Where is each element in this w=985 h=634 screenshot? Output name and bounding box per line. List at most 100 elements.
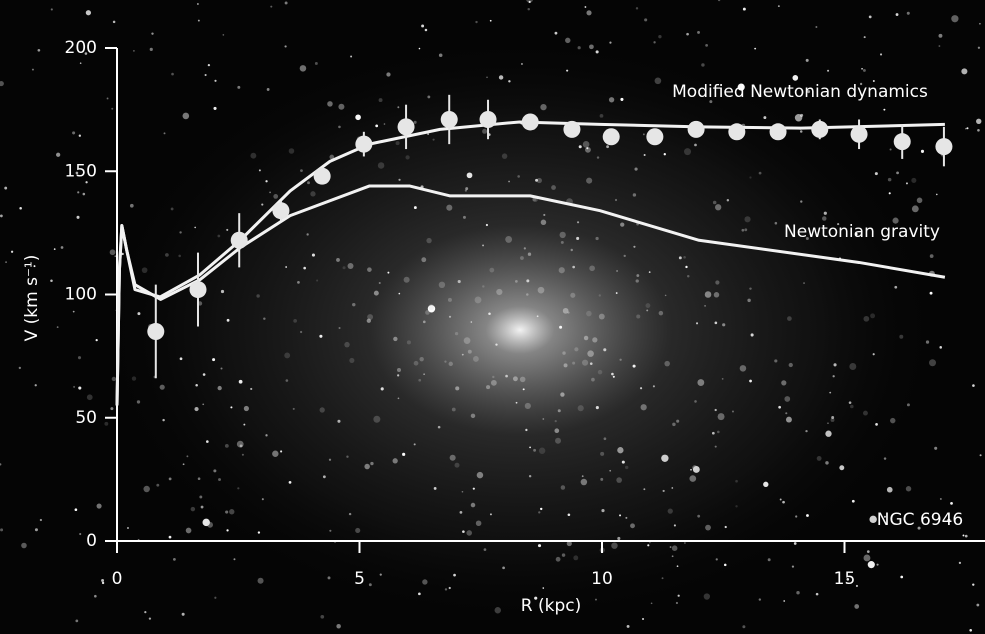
hii-region [701, 63, 704, 66]
star [462, 491, 464, 493]
hii-region [349, 358, 354, 363]
star [38, 49, 41, 52]
star [214, 80, 216, 82]
hii-region [463, 216, 466, 219]
hii-region [578, 405, 584, 411]
x-tick-label: 5 [354, 569, 365, 589]
star [625, 517, 627, 519]
star [744, 228, 747, 231]
star [226, 229, 228, 231]
y-tick-label: 50 [75, 408, 97, 428]
hii-region [444, 361, 446, 363]
star [35, 384, 37, 386]
hii-region [759, 172, 762, 175]
hii-region [191, 507, 195, 511]
hii-region [672, 545, 678, 551]
hii-region [352, 303, 355, 306]
hii-region [489, 268, 494, 273]
star [182, 613, 185, 616]
hii-region [165, 253, 169, 257]
star [73, 311, 75, 313]
star [566, 70, 568, 72]
hii-region [796, 591, 799, 594]
star [617, 447, 623, 453]
star [221, 290, 224, 293]
star [887, 487, 893, 493]
star [861, 68, 863, 70]
star [50, 280, 53, 283]
star [596, 406, 599, 409]
hii-region [911, 178, 916, 183]
star [205, 74, 207, 76]
star [966, 127, 968, 129]
star [827, 422, 829, 424]
hii-region [917, 198, 923, 204]
star [230, 406, 232, 408]
hii-region [178, 255, 181, 258]
data-point [935, 138, 952, 155]
star [162, 419, 164, 421]
hii-region [316, 280, 318, 282]
hii-region [615, 199, 617, 201]
star [978, 47, 980, 49]
star [934, 447, 937, 450]
hii-region [687, 275, 689, 277]
star [379, 282, 381, 284]
star [137, 312, 140, 315]
star [627, 625, 630, 628]
star [743, 8, 746, 11]
star [164, 132, 166, 134]
star [19, 367, 21, 369]
star [959, 562, 961, 564]
star [839, 465, 844, 470]
hii-region [525, 403, 531, 409]
hii-region [676, 602, 678, 604]
star [130, 204, 134, 208]
star [423, 373, 425, 375]
star [57, 326, 59, 328]
x-tick-label: 10 [591, 569, 613, 589]
hii-region [393, 337, 397, 341]
hii-region [505, 236, 512, 243]
hii-region [704, 593, 710, 599]
star [963, 535, 965, 537]
star [670, 546, 672, 548]
hii-region [244, 406, 249, 411]
newton-label: Newtonian gravity [784, 222, 940, 242]
star [782, 501, 785, 504]
star [327, 101, 333, 107]
star [936, 194, 938, 196]
hii-region [374, 291, 379, 296]
hii-region [419, 357, 423, 361]
star [778, 406, 781, 409]
star [677, 565, 679, 567]
star [672, 555, 674, 557]
star [651, 602, 653, 604]
hii-region [517, 175, 520, 178]
star [199, 496, 202, 499]
hii-region [464, 337, 471, 344]
star [499, 75, 503, 79]
star [977, 129, 980, 132]
star [622, 461, 625, 464]
star [79, 533, 81, 535]
star [490, 513, 492, 515]
hii-region [229, 509, 234, 514]
star [800, 200, 802, 202]
star [824, 212, 827, 215]
star [150, 48, 153, 51]
hii-region [636, 274, 639, 277]
star [133, 50, 135, 52]
hii-region [578, 46, 581, 49]
hii-region [789, 363, 793, 367]
star [80, 62, 82, 64]
star [529, 475, 531, 477]
hii-region [717, 431, 720, 434]
hii-region [418, 379, 421, 382]
star [684, 542, 686, 544]
star [460, 511, 463, 514]
hii-region [668, 509, 673, 514]
star [526, 279, 529, 282]
hii-region [272, 451, 278, 457]
chart: R (kpc) V (km s⁻¹) Modified Newtonian dy… [0, 0, 985, 634]
